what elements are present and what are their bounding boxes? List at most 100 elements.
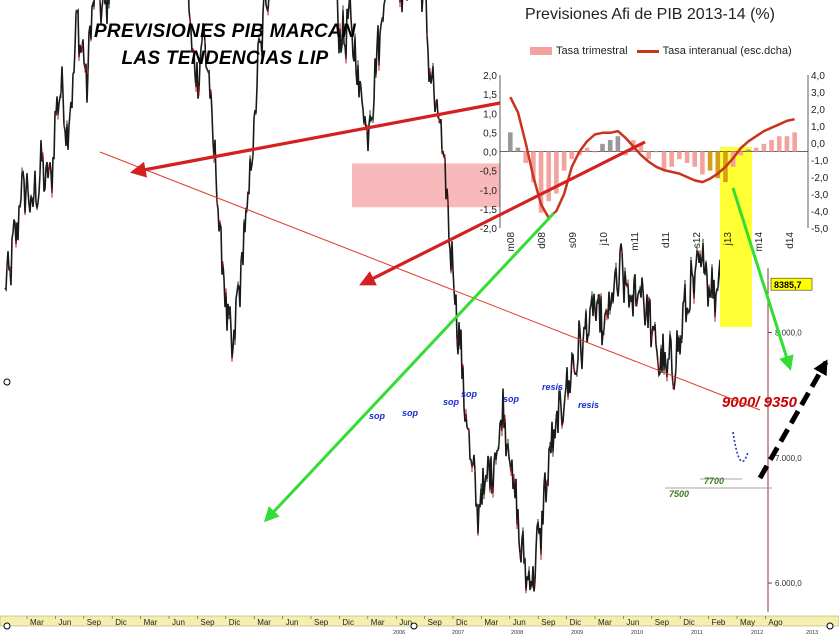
inset-left-tick: -1,0 bbox=[480, 186, 498, 197]
inset-bar bbox=[669, 151, 674, 167]
inset-bar bbox=[677, 151, 682, 160]
inset-left-tick: -1,5 bbox=[480, 205, 498, 216]
year-tick-label: 2013 bbox=[806, 630, 818, 636]
inset-bar bbox=[746, 149, 751, 152]
annotation-label: resis bbox=[542, 382, 563, 392]
time-tick-label: Dic bbox=[229, 618, 241, 627]
inset-bar bbox=[661, 151, 667, 171]
inset-bar bbox=[592, 151, 598, 153]
time-tick-label: Sep bbox=[655, 618, 670, 627]
inset-bar bbox=[784, 136, 790, 152]
time-tick-label: Mar bbox=[257, 618, 271, 627]
inset-x-tick: m11 bbox=[630, 232, 641, 251]
price-series bbox=[4, 0, 749, 594]
price-axis: 12.000,011.000,010.000,09.000,08.000,07.… bbox=[767, 78, 813, 612]
headline-line-2: LAS TENDENCIAS LIP bbox=[121, 48, 329, 69]
time-tick-label: Mar bbox=[484, 618, 498, 627]
inset-left-tick: 1,0 bbox=[483, 109, 497, 120]
inset-left-tick: -0,5 bbox=[480, 167, 498, 178]
inset-right-tick: -4,0 bbox=[811, 207, 829, 218]
inset-bar bbox=[707, 151, 713, 171]
annotation-label: 7700 bbox=[704, 476, 724, 486]
selection-handle bbox=[410, 622, 418, 630]
price-tick-label: 8.000,0 bbox=[775, 329, 802, 338]
time-tick-label: Jun bbox=[513, 618, 526, 627]
time-tick-label: Sep bbox=[541, 618, 556, 627]
legend-item-annual: Tasa interanual (esc.dcha) bbox=[636, 45, 792, 57]
time-tick-label: Jun bbox=[172, 618, 185, 627]
time-tick-label: Mar bbox=[30, 618, 44, 627]
annotation-label: sop bbox=[461, 389, 478, 399]
inset-bar bbox=[769, 140, 774, 152]
time-tick-label: Mar bbox=[371, 618, 385, 627]
inset-bar bbox=[646, 151, 651, 160]
inset-left-tick: 0,5 bbox=[483, 128, 497, 139]
inset-bar bbox=[684, 151, 690, 163]
inset-x-tick: d14 bbox=[785, 232, 796, 249]
inset-x-tick: m14 bbox=[754, 232, 765, 252]
year-tick-label: 2009 bbox=[571, 630, 583, 636]
inset-bar bbox=[523, 151, 528, 163]
inset-left-tick: -2,0 bbox=[480, 224, 498, 235]
last-price-label: 8385,7 bbox=[774, 280, 802, 290]
time-tick-label: Dic bbox=[570, 618, 582, 627]
inset-bar bbox=[700, 151, 705, 175]
red-arrow-top bbox=[129, 101, 501, 178]
headline-line-1: PREVISIONES PIB MARCAN bbox=[93, 21, 357, 42]
trendline-line bbox=[99, 151, 761, 411]
price-tick-label: 6.000,0 bbox=[775, 579, 802, 588]
annotation-label: sop bbox=[503, 394, 520, 404]
annotation-label: resis bbox=[578, 400, 599, 410]
time-tick-label: May bbox=[740, 618, 755, 627]
annotation-label: sop bbox=[369, 411, 386, 421]
annotation-label: 7500 bbox=[669, 489, 689, 499]
inset-x-tick: m08 bbox=[506, 232, 517, 252]
year-tick-label: 2007 bbox=[452, 630, 464, 636]
time-tick-label: Dic bbox=[683, 618, 695, 627]
annotation-label: sop bbox=[402, 408, 419, 418]
time-tick-label: Jun bbox=[399, 618, 412, 627]
inset-bar bbox=[654, 151, 659, 153]
inset-right-tick: 0,0 bbox=[811, 139, 825, 150]
inset-bar bbox=[776, 136, 782, 152]
time-tick-label: Dic bbox=[115, 618, 127, 627]
inset-bar bbox=[531, 151, 536, 183]
inset-bar bbox=[508, 132, 513, 152]
legend-swatch-bar bbox=[530, 47, 552, 56]
selection-handle bbox=[3, 378, 11, 386]
inset-bar bbox=[607, 140, 613, 152]
legend-item-quarterly: Tasa trimestral bbox=[530, 45, 631, 57]
inset-left-tick: 0,0 bbox=[483, 148, 497, 159]
time-tick-label: Jun bbox=[286, 618, 299, 627]
gdp-forecast-inset: 2,0 1,5 1,0 0,5 0,0 -0,5 -1,0 -1,5 -2,0 4,0 3,0 2,0… bbox=[480, 71, 829, 327]
time-tick-label: Sep bbox=[200, 618, 215, 627]
inset-bar bbox=[546, 151, 552, 202]
inset-bar bbox=[584, 147, 590, 152]
headline: PREVISIONES PIB MARCAN LAS TENDENCIAS LI… bbox=[40, 18, 410, 72]
year-tick-label: 2008 bbox=[511, 630, 523, 636]
green-arrow-right bbox=[731, 187, 794, 371]
inset-right-tick: 2,0 bbox=[811, 105, 825, 116]
trendline bbox=[99, 151, 761, 411]
inset-legend: Tasa trimestral Tasa interanual (esc.dch… bbox=[530, 45, 798, 57]
time-tick-label: Feb bbox=[712, 618, 726, 627]
selection-handle bbox=[3, 622, 11, 630]
inset-x-tick: j10 bbox=[599, 232, 610, 247]
arrows-layer bbox=[129, 101, 829, 523]
legend-label-quarterly: Tasa trimestral bbox=[556, 45, 628, 57]
inset-bar bbox=[515, 147, 521, 152]
year-tick-label: 2010 bbox=[631, 630, 643, 636]
inset-right-tick: -1,0 bbox=[811, 156, 829, 167]
inset-bar bbox=[538, 151, 544, 213]
red-arrow-middle bbox=[359, 140, 646, 286]
inset-x-tick: j13 bbox=[723, 232, 734, 247]
inset-annual-line bbox=[509, 96, 795, 220]
inset-right-tick: 4,0 bbox=[811, 71, 825, 82]
time-tick-label: Dic bbox=[456, 618, 468, 627]
inset-right-tick: 1,0 bbox=[811, 122, 825, 133]
inset-bar bbox=[738, 151, 744, 156]
inset-left-tick: 1,5 bbox=[483, 90, 497, 101]
inset-right-tick: 3,0 bbox=[811, 88, 825, 99]
year-tick-label: 2006 bbox=[393, 630, 405, 636]
